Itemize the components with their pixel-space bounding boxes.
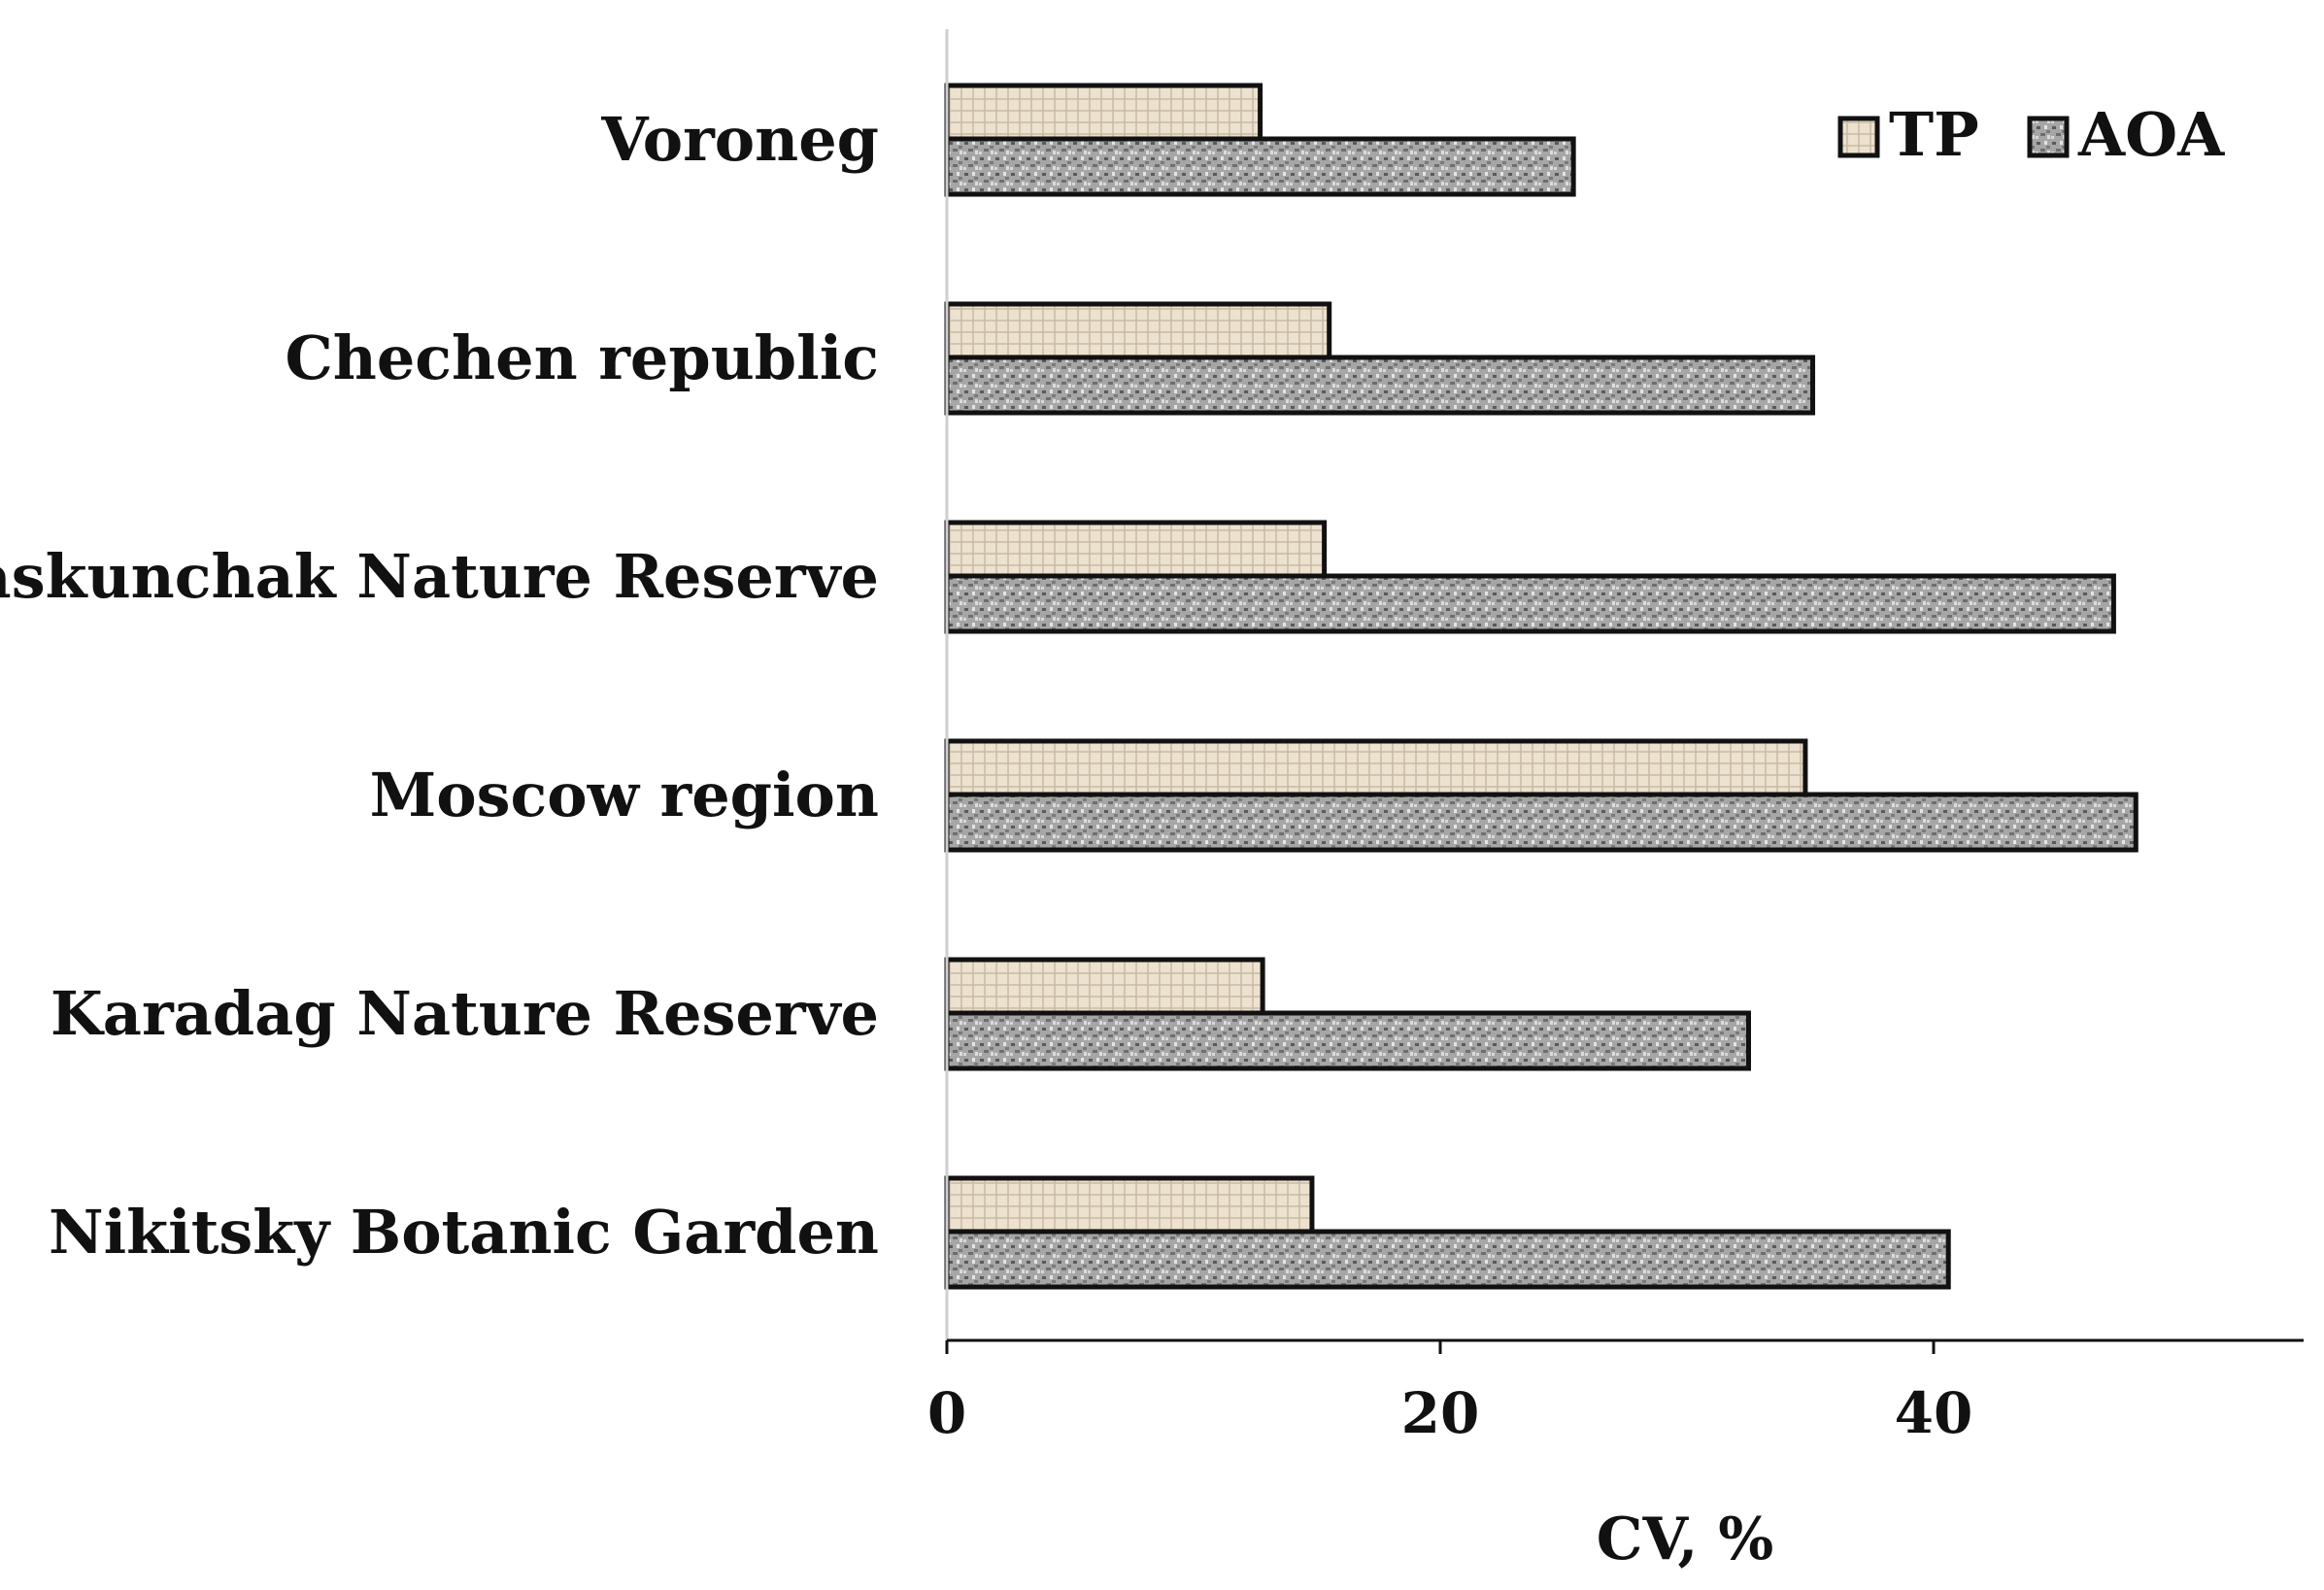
category-label: Baskunchak Nature Reserve (0, 541, 879, 612)
bar-tp (944, 83, 1263, 142)
category-label: Karadag Nature Reserve (51, 978, 879, 1049)
legend-label-tp: TP (1889, 99, 1979, 170)
bar-aoa (944, 573, 2116, 634)
category-label: Moscow region (370, 760, 879, 830)
x-axis-title: CV, % (1597, 1505, 1774, 1573)
legend: TP AOA (1837, 99, 2225, 170)
category-label: Voroneg (600, 104, 879, 175)
bars-layer (944, 83, 2139, 1290)
bar-aoa (944, 792, 2139, 853)
bar-tp (944, 1175, 1315, 1235)
bar-tp (944, 520, 1328, 579)
category-labels: Voroneg Chechen republic Baskunchak Nature… (0, 104, 879, 1268)
bar-tp (944, 957, 1265, 1016)
legend-swatch-tp (1837, 116, 1880, 158)
bar-tp (944, 301, 1332, 360)
bar-aoa (944, 1010, 1751, 1071)
bar-tp (944, 738, 1808, 797)
x-axis-ticks: 0 20 40 (927, 1340, 1973, 1446)
bar-aoa (944, 1229, 1951, 1290)
x-tick-label: 40 (1895, 1380, 1973, 1446)
bar-aoa (944, 355, 1816, 416)
x-tick-label: 20 (1401, 1380, 1480, 1446)
bar-aoa (944, 136, 1576, 197)
x-tick-label: 0 (927, 1380, 966, 1446)
category-label: Nikitsky Botanic Garden (49, 1197, 879, 1268)
legend-swatch-aoa (2027, 116, 2070, 158)
legend-label-aoa: AOA (2077, 99, 2225, 170)
category-label: Chechen republic (285, 322, 879, 393)
